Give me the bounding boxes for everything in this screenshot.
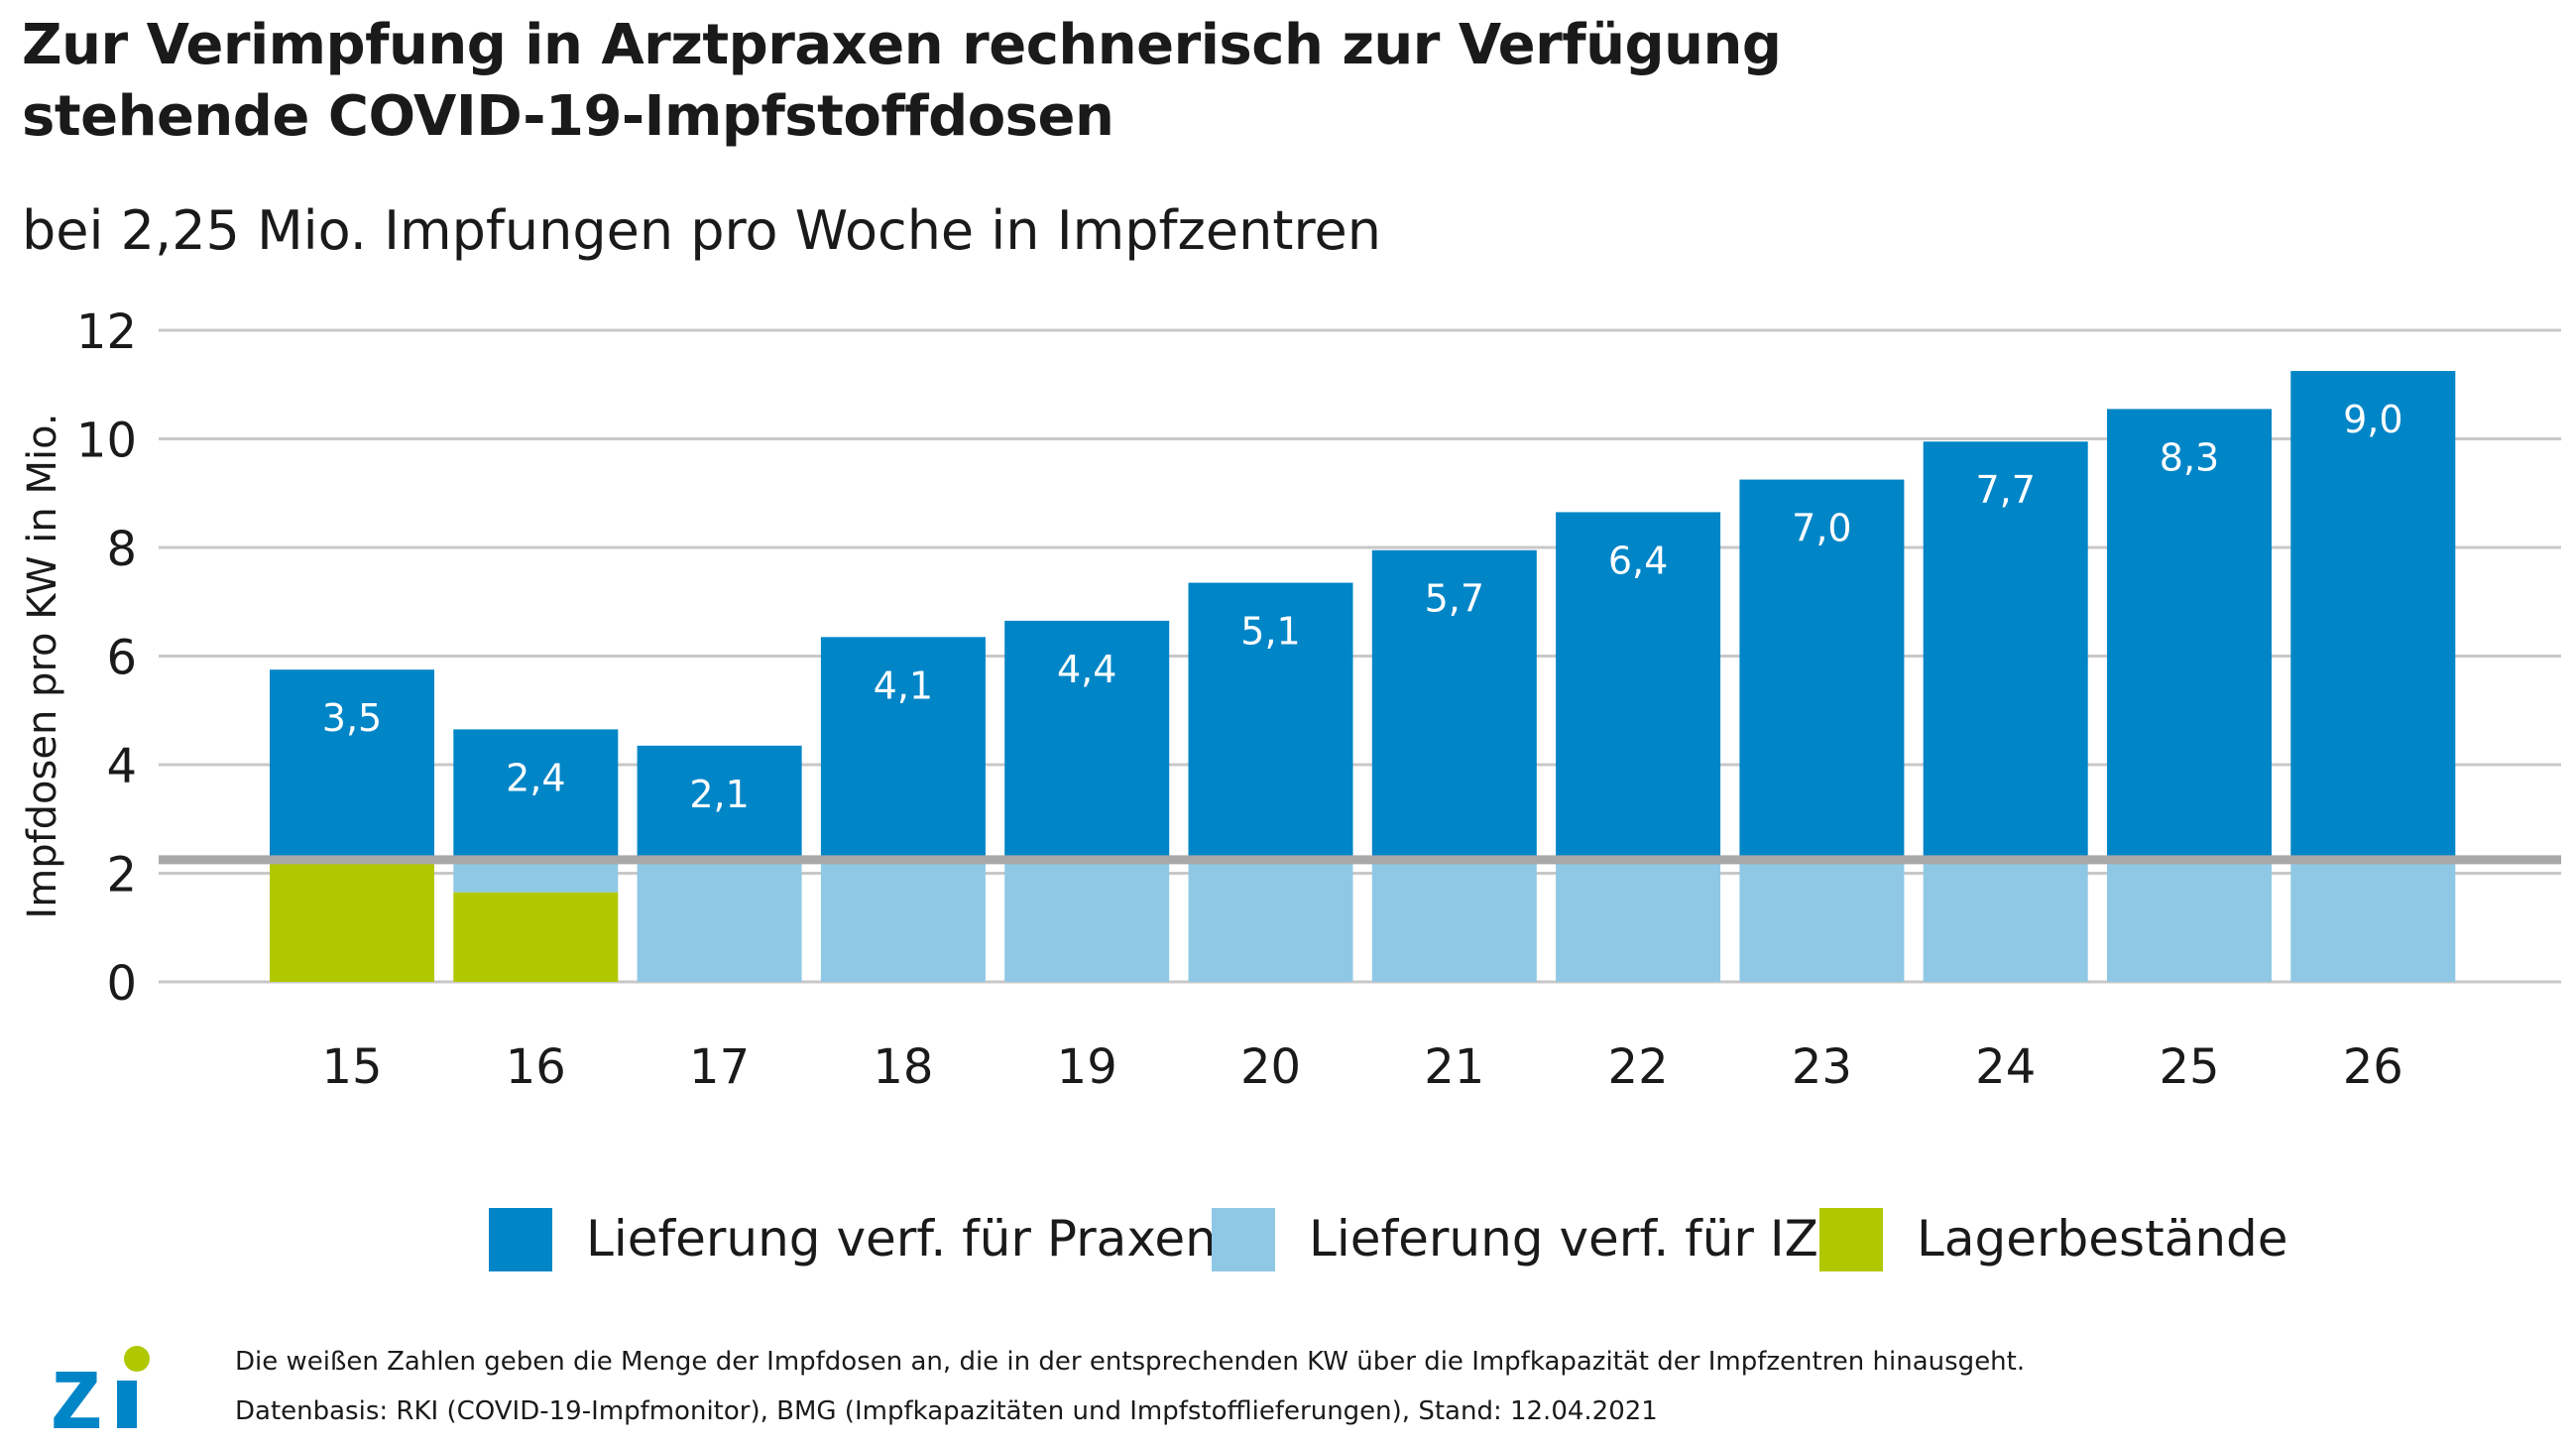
y-tick-label-4: 4 <box>106 739 137 794</box>
data-label-kw26: 9,0 <box>2343 398 2402 441</box>
bar-iz-kw17 <box>637 859 802 982</box>
bar-iz-kw23 <box>1739 859 1905 982</box>
logo-letter-i-dot <box>124 1346 150 1372</box>
x-tick-label-19: 19 <box>1057 1039 1117 1095</box>
legend-swatch-lager <box>1819 1208 1883 1271</box>
legend-swatch-praxen <box>489 1208 552 1271</box>
x-tick-label-15: 15 <box>321 1039 382 1095</box>
y-tick-label-2: 2 <box>106 848 137 904</box>
bar-iz-kw20 <box>1188 859 1353 982</box>
bar-lager-kw16 <box>453 892 619 982</box>
zi-logo: z <box>50 1337 150 1436</box>
bar-praxen-kw21 <box>1371 549 1537 860</box>
data-label-kw17: 2,1 <box>689 773 749 816</box>
logo-letter-z: z <box>50 1337 103 1436</box>
data-label-kw16: 2,4 <box>506 756 565 799</box>
bar-praxen-kw26 <box>2290 371 2456 860</box>
footnote-explanation: Die weißen Zahlen geben die Menge der Im… <box>235 1347 2026 1377</box>
bar-praxen-kw19 <box>1004 620 1170 860</box>
x-tick-label-25: 25 <box>2159 1039 2219 1095</box>
bar-iz-kw24 <box>1923 859 2088 982</box>
bar-praxen-kw17 <box>637 745 802 860</box>
bar-praxen-kw24 <box>1923 441 2088 860</box>
y-tick-label-8: 8 <box>106 522 137 577</box>
title-line-2: stehende COVID-19-Impfstoffdosen <box>22 84 1114 149</box>
bar-iz-kw26 <box>2290 859 2456 982</box>
bar-praxen-kw18 <box>820 637 986 860</box>
data-label-kw21: 5,7 <box>1425 577 1484 621</box>
bar-praxen-kw23 <box>1739 479 1905 860</box>
bar-iz-kw21 <box>1371 859 1537 982</box>
bar-praxen-kw16 <box>453 729 619 860</box>
bar-lager-kw15 <box>270 859 434 982</box>
chart-title: Zur Verimpfung in Arztpraxen rechnerisch… <box>22 10 2005 153</box>
y-tick-label-10: 10 <box>76 414 137 469</box>
chart-subtitle: bei 2,25 Mio. Impfungen pro Woche in Imp… <box>22 199 1381 262</box>
data-label-kw25: 8,3 <box>2160 435 2219 479</box>
x-tick-label-16: 16 <box>506 1039 566 1095</box>
title-line-1: Zur Verimpfung in Arztpraxen rechnerisch… <box>22 13 1782 77</box>
bar-praxen-kw25 <box>2107 409 2272 860</box>
legend-label-praxen: Lieferung verf. für Praxen <box>586 1210 1217 1268</box>
x-tick-label-24: 24 <box>1975 1039 2036 1095</box>
bar-iz-kw22 <box>1556 859 1721 982</box>
x-tick-label-26: 26 <box>2343 1039 2403 1095</box>
bar-iz-kw19 <box>1004 859 1170 982</box>
data-label-kw22: 6,4 <box>1608 539 1668 582</box>
bar-praxen-kw22 <box>1556 512 1721 860</box>
logo-letter-i-stem <box>117 1381 137 1428</box>
legend-label-lager: Lagerbestände <box>1917 1210 2288 1268</box>
data-label-kw18: 4,1 <box>874 664 933 707</box>
x-tick-label-18: 18 <box>873 1039 933 1095</box>
data-label-kw20: 5,1 <box>1240 610 1300 654</box>
bar-iz-kw18 <box>820 859 986 982</box>
bar-iz-kw25 <box>2107 859 2272 982</box>
data-label-kw24: 7,7 <box>1975 468 2035 512</box>
bar-praxen-kw15 <box>270 669 434 860</box>
x-tick-label-23: 23 <box>1792 1039 1852 1095</box>
y-tick-label-6: 6 <box>106 631 137 686</box>
y-tick-label-12: 12 <box>76 304 137 360</box>
x-tick-label-20: 20 <box>1240 1039 1301 1095</box>
y-axis-label: Impfdosen pro KW in Mio. <box>20 413 65 918</box>
x-tick-label-22: 22 <box>1608 1039 1669 1095</box>
legend-swatch-iz <box>1212 1208 1275 1271</box>
x-tick-label-21: 21 <box>1424 1039 1484 1095</box>
data-label-kw19: 4,4 <box>1057 648 1116 691</box>
data-label-kw23: 7,0 <box>1792 507 1851 550</box>
data-label-kw15: 3,5 <box>322 696 382 740</box>
bar-iz-kw16 <box>453 859 619 893</box>
footnote-source: Datenbasis: RKI (COVID-19-Impfmonitor), … <box>235 1396 1658 1426</box>
x-tick-label-17: 17 <box>689 1039 750 1095</box>
y-tick-label-0: 0 <box>106 956 137 1012</box>
legend-label-iz: Lieferung verf. für IZ <box>1309 1210 1818 1268</box>
bar-praxen-kw20 <box>1188 582 1353 860</box>
